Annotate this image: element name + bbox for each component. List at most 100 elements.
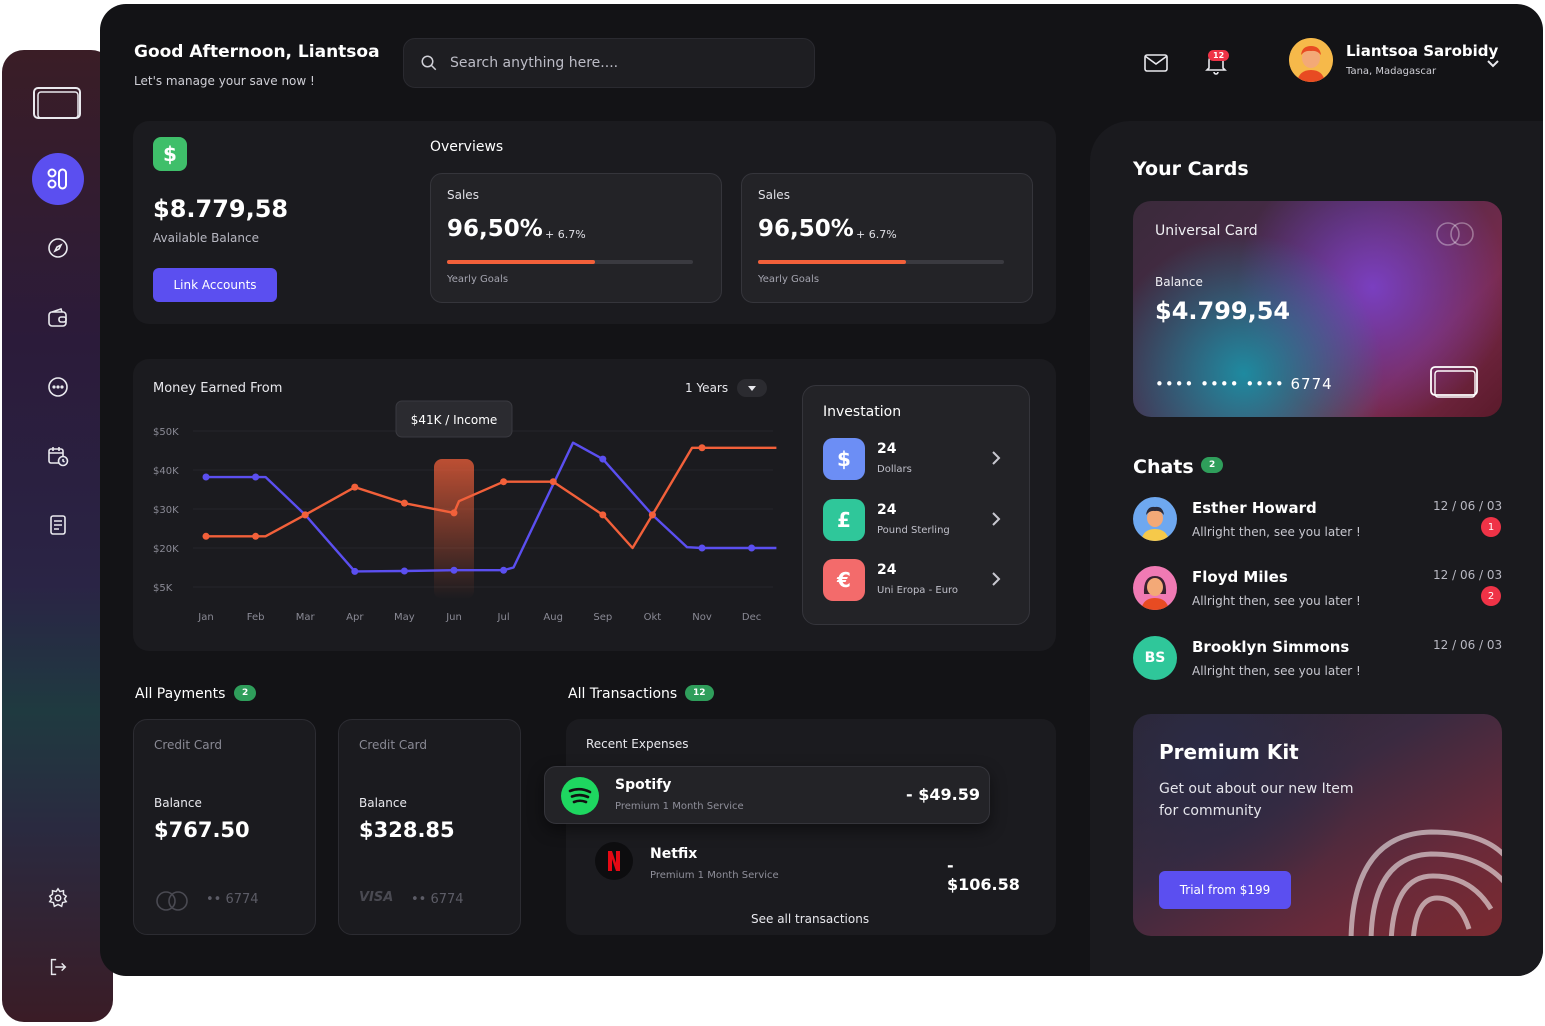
chats-title: Chats [1133, 456, 1194, 478]
payment-card-2[interactable]: Credit Card Balance $328.85 VISA •• 6774 [338, 719, 521, 935]
transaction-row-spotify[interactable]: Spotify Premium 1 Month Service - $49.59 [544, 766, 990, 824]
see-all-transactions-link[interactable]: See all transactions [751, 912, 870, 926]
chevron-right-icon [992, 512, 1001, 526]
chat-date: 12 / 06 / 03 [1433, 638, 1503, 652]
sidebar [2, 50, 113, 1022]
your-cards-title: Your Cards [1133, 158, 1249, 180]
search-input[interactable] [450, 55, 790, 71]
card-type: Credit Card [154, 738, 222, 752]
transaction-amount: - $49.59 [906, 785, 980, 804]
available-balance-label: Available Balance [153, 231, 259, 245]
card-type: Credit Card [359, 738, 427, 752]
balance-card: $ $8.779,58 Available Balance Link Accou… [133, 121, 1056, 324]
chats-count-badge: 2 [1201, 457, 1224, 473]
payment-card-1[interactable]: Credit Card Balance $767.50 •• 6774 [133, 719, 316, 935]
sidebar-item-schedule[interactable] [32, 430, 84, 482]
dashboard-icon [47, 168, 67, 190]
tooltip-label: $41K / Income [411, 413, 498, 427]
investation-count: 24 [877, 562, 897, 578]
sidebar-item-dashboard[interactable] [32, 153, 84, 205]
sales-value: 96,50% [447, 216, 543, 242]
card-name: Universal Card [1155, 223, 1258, 239]
payments-count-badge: 2 [234, 685, 257, 701]
x-tick-label: Jan [197, 612, 213, 623]
data-point [450, 566, 458, 574]
x-tick-label: Jul [497, 612, 510, 623]
sales-card-2[interactable]: Sales 96,50% + 6.7% Yearly Goals [741, 173, 1033, 303]
data-point [400, 567, 408, 575]
money-earned-chart: $50K $40K $30K $20K $5K $41K / Income Jan Feb Ma… [153, 400, 777, 623]
avatar [1133, 566, 1177, 610]
user-menu-toggle[interactable] [1486, 54, 1500, 73]
chart-range-label: 1 Years [685, 381, 729, 395]
mail-button[interactable] [1142, 50, 1170, 76]
y-tick-label: $30K [153, 505, 179, 516]
investation-count: 24 [877, 502, 897, 518]
mastercard-icon [156, 891, 188, 911]
universal-credit-card[interactable]: Universal Card Balance $4.799,54 •••• ••… [1133, 201, 1502, 417]
chart-title: Money Earned From [153, 381, 283, 396]
sidebar-item-settings[interactable] [32, 872, 84, 924]
yearly-goals-label: Yearly Goals [447, 274, 509, 285]
trial-button[interactable]: Trial from $199 [1159, 871, 1291, 909]
calendar-clock-icon [48, 447, 69, 467]
investation-name: Dollars [877, 464, 912, 475]
avatar: BS [1133, 636, 1177, 680]
investation-item-pound[interactable]: £ 24 Pound Sterling [823, 499, 1023, 541]
chart-tooltip [395, 400, 513, 438]
card-number: •••• •••• •••• 6774 [1155, 375, 1333, 393]
user-avatar[interactable] [1289, 38, 1333, 82]
logo-icon [32, 86, 82, 122]
user-location: Tana, Madagascar [1346, 66, 1437, 77]
chat-message: Allright then, see you later ! [1192, 664, 1361, 678]
all-payments-title: All Payments [135, 686, 226, 702]
chat-row-floyd[interactable]: Floyd Miles Allright then, see you later… [1133, 566, 1503, 616]
caret-down-icon [748, 385, 756, 391]
chat-message: Allright then, see you later ! [1192, 594, 1361, 608]
chat-row-brooklyn[interactable]: BS Brooklyn Simmons Allright then, see y… [1133, 636, 1503, 686]
mastercard-icon [1436, 222, 1474, 246]
overviews-title: Overviews [430, 139, 504, 155]
transactions-count-badge: 12 [685, 685, 714, 701]
chevron-right-icon [992, 572, 1001, 586]
premium-title: Premium Kit [1159, 740, 1299, 764]
investation-item-dollars[interactable]: $ 24 Dollars [823, 438, 1023, 480]
unread-badge: 2 [1481, 586, 1501, 606]
y-tick-label: $40K [153, 466, 179, 477]
data-point [648, 511, 656, 519]
data-point [202, 473, 210, 481]
wallet-icon [48, 307, 67, 327]
visa-logo: VISA [359, 890, 394, 905]
sidebar-item-logout[interactable] [32, 941, 84, 993]
data-point [500, 566, 508, 574]
mail-icon [1144, 54, 1168, 72]
transaction-row-netflix[interactable]: Netfix Premium 1 Month Service - $106.58 [590, 840, 1030, 894]
chat-row-esther[interactable]: Esther Howard Allright then, see you lat… [1133, 497, 1503, 547]
card-balance-label: Balance [1155, 275, 1203, 289]
card-number: •• 6774 [411, 892, 464, 907]
investation-item-euro[interactable]: € 24 Uni Eropa - Euro [823, 559, 1023, 601]
money-earned-chart-card: $50K $40K $30K $20K $5K $41K / Income Jan Feb Ma… [133, 359, 1056, 651]
card-balance: $767.50 [154, 818, 250, 842]
search-icon [421, 55, 437, 71]
card-balance: $328.85 [359, 818, 455, 842]
x-tick-label: Okt [644, 612, 662, 623]
sidebar-item-messages[interactable] [32, 361, 84, 413]
sales-delta: + 6.7% [545, 228, 586, 241]
search-bar[interactable] [403, 38, 815, 88]
sidebar-item-explore[interactable] [32, 222, 84, 274]
data-point [450, 509, 458, 517]
data-point [698, 544, 706, 552]
sales-card-1[interactable]: Sales 96,50% + 6.7% Yearly Goals [430, 173, 722, 303]
unread-badge: 1 [1481, 517, 1501, 537]
link-accounts-button[interactable]: Link Accounts [153, 268, 277, 302]
sidebar-item-reports[interactable] [32, 499, 84, 551]
chat-name: Brooklyn Simmons [1192, 638, 1350, 656]
data-point [698, 444, 706, 452]
chart-range-dropdown[interactable] [737, 379, 767, 397]
yearly-goals-label: Yearly Goals [758, 274, 820, 285]
sidebar-item-wallet[interactable] [32, 292, 84, 344]
x-tick-label: Nov [692, 612, 712, 623]
data-point [599, 455, 607, 463]
card-balance: $4.799,54 [1155, 297, 1291, 325]
